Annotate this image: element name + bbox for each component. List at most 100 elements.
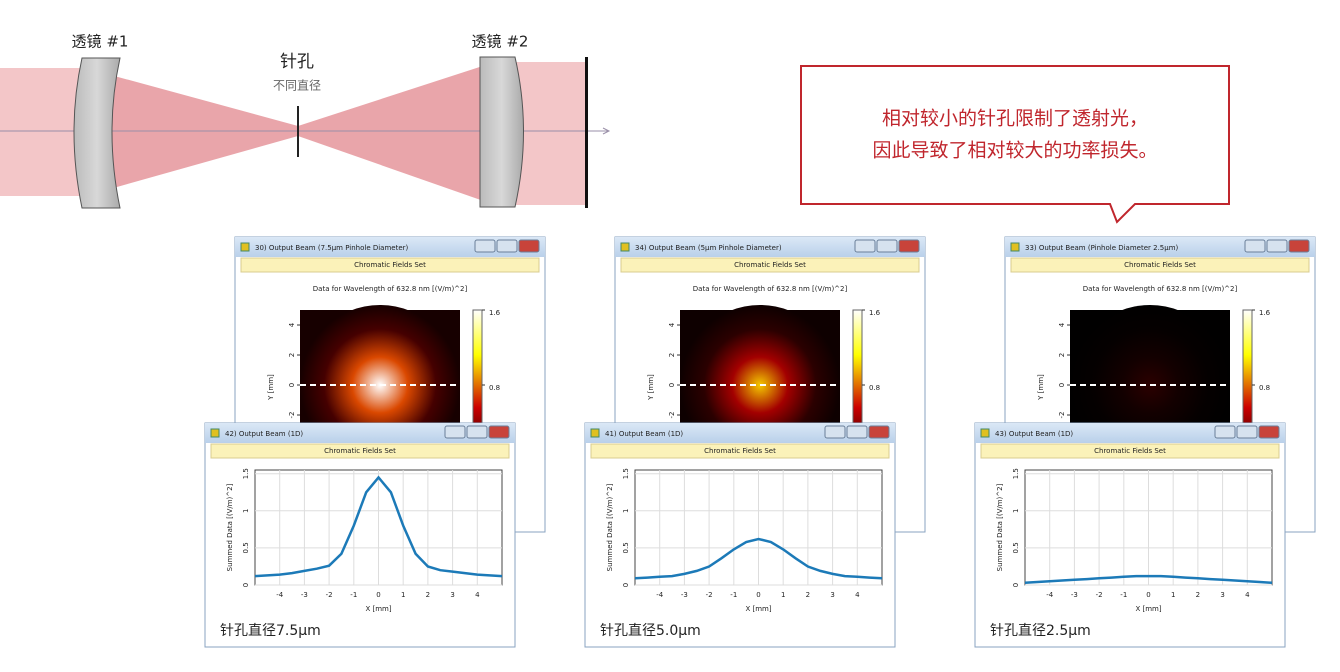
- window-title: 34) Output Beam (5μm Pinhole Diameter): [635, 244, 782, 252]
- minimize-button[interactable]: [1214, 425, 1236, 439]
- minimize-button[interactable]: [444, 425, 466, 439]
- header: Chromatic Fields Set: [734, 261, 806, 269]
- x-tick-label: 1: [781, 591, 785, 599]
- title-bar: [585, 423, 895, 443]
- close-button[interactable]: [1288, 239, 1310, 253]
- title-bar: [235, 237, 545, 257]
- callout-text: 相对较小的针孔限制了透射光，: [882, 108, 1148, 130]
- maximize-button[interactable]: [876, 239, 898, 253]
- x-axis-label: X [mm]: [745, 605, 771, 613]
- header-band: [210, 443, 510, 459]
- y-axis-label: Summed Data [(V/m)^2]: [226, 483, 234, 571]
- close-button[interactable]: [1258, 425, 1280, 439]
- lens: [73, 57, 121, 209]
- header: Chromatic Fields Set: [324, 447, 396, 455]
- window-title: 43) Output Beam (1D): [995, 430, 1073, 438]
- x-tick-label: -3: [301, 591, 308, 599]
- maximize-button[interactable]: [1236, 425, 1258, 439]
- close-button[interactable]: [518, 239, 540, 253]
- x-tick-label: -2: [706, 591, 713, 599]
- y-tick-label: 1: [622, 509, 630, 513]
- maximize-button[interactable]: [1266, 239, 1288, 253]
- y-tick-label: 4: [1058, 322, 1066, 327]
- maximize-button[interactable]: [466, 425, 488, 439]
- callout-text: 因此导致了相对较大的功率损失。: [872, 140, 1157, 162]
- window-title: 33) Output Beam (Pinhole Diameter 2.5μm): [1025, 244, 1179, 252]
- data-caption: Data for Wavelength of 632.8 nm [(V/m)^2…: [693, 285, 848, 293]
- window-title: 41) Output Beam (1D): [605, 430, 683, 438]
- colorbar-label: 0.8: [869, 384, 880, 392]
- y-axis-label: Summed Data [(V/m)^2]: [606, 483, 614, 571]
- y-tick-label: 0: [242, 583, 250, 587]
- x-tick-label: 4: [475, 591, 480, 599]
- app-icon: [210, 428, 220, 438]
- minimize-button[interactable]: [1244, 239, 1266, 253]
- pinhole-label: 针孔: [280, 52, 314, 72]
- x-tick-label: -3: [1071, 591, 1078, 599]
- y-tick-label: 0: [622, 583, 630, 587]
- x-tick-label: 3: [1220, 591, 1224, 599]
- header-band: [590, 443, 890, 459]
- data-caption: Data for Wavelength of 632.8 nm [(V/m)^2…: [313, 285, 468, 293]
- profile-window: 43) Output Beam (1D) Chromatic Fields Set…: [974, 422, 1286, 648]
- x-tick-label: 2: [1196, 591, 1200, 599]
- x-tick-label: 2: [426, 591, 430, 599]
- x-tick-label: -2: [326, 591, 333, 599]
- y-tick-label: 0: [1058, 383, 1066, 387]
- y-tick-label: -2: [1058, 412, 1066, 419]
- beam: [298, 62, 495, 205]
- app-icon: [1010, 242, 1020, 252]
- window-title: 42) Output Beam (1D): [225, 430, 303, 438]
- close-button[interactable]: [898, 239, 920, 253]
- y-tick-label: 2: [1058, 353, 1066, 357]
- y-tick-label: 4: [668, 322, 676, 327]
- app-icon: [240, 242, 250, 252]
- x-tick-label: 4: [855, 591, 860, 599]
- profile-window: 41) Output Beam (1D) Chromatic Fields Set…: [584, 422, 896, 648]
- x-tick-label: -2: [1096, 591, 1103, 599]
- callout-box: [800, 65, 1230, 224]
- pinhole-note: 不同直径: [273, 79, 321, 93]
- beam: [85, 68, 298, 196]
- x-tick-label: -4: [1046, 591, 1054, 599]
- maximize-button[interactable]: [496, 239, 518, 253]
- y-tick-label: 4: [288, 322, 296, 327]
- data-caption: Data for Wavelength of 632.8 nm [(V/m)^2…: [1083, 285, 1238, 293]
- close-button[interactable]: [868, 425, 890, 439]
- y-tick-label: 2: [668, 353, 676, 357]
- line: [1024, 574, 1273, 585]
- x-tick-label: 4: [1245, 591, 1250, 599]
- header-band: [240, 257, 540, 273]
- caption: 针孔直径5.0μm: [600, 622, 701, 639]
- maximize-button[interactable]: [846, 425, 868, 439]
- lens: [479, 56, 524, 208]
- title-bar: [975, 423, 1285, 443]
- y-tick-label: 1.5: [1012, 468, 1020, 479]
- x-tick-label: 1: [1171, 591, 1175, 599]
- minimize-button[interactable]: [824, 425, 846, 439]
- x-tick-label: 0: [756, 591, 760, 599]
- y-axis-label: Y [mm]: [1037, 374, 1045, 401]
- line: [254, 475, 503, 578]
- title-bar: [205, 423, 515, 443]
- profile-window: 42) Output Beam (1D) Chromatic Fields Set…: [204, 422, 516, 648]
- caption: 针孔直径7.5μm: [220, 622, 321, 639]
- beam-diagram: 透镜 #1 透镜 #2 针孔 不同直径: [0, 33, 611, 209]
- colorbar-label: 1.6: [869, 309, 881, 317]
- x-tick-label: 3: [830, 591, 834, 599]
- window-title: 30) Output Beam (7.5μm Pinhole Diameter): [255, 244, 409, 252]
- minimize-button[interactable]: [474, 239, 496, 253]
- header: Chromatic Fields Set: [704, 447, 776, 455]
- app-icon: [590, 428, 600, 438]
- close-button[interactable]: [488, 425, 510, 439]
- colorbar-label: 1.6: [1259, 309, 1271, 317]
- colorbar-label: 0.8: [1259, 384, 1270, 392]
- callout: 相对较小的针孔限制了透射光， 因此导致了相对较大的功率损失。: [800, 65, 1230, 224]
- header-band: [980, 443, 1280, 459]
- y-tick-label: 0.5: [622, 542, 630, 553]
- minimize-button[interactable]: [854, 239, 876, 253]
- x-axis-label: X [mm]: [365, 605, 391, 613]
- x-tick-label: -3: [681, 591, 688, 599]
- y-tick-label: 0.5: [242, 542, 250, 553]
- title-bar: [1005, 237, 1315, 257]
